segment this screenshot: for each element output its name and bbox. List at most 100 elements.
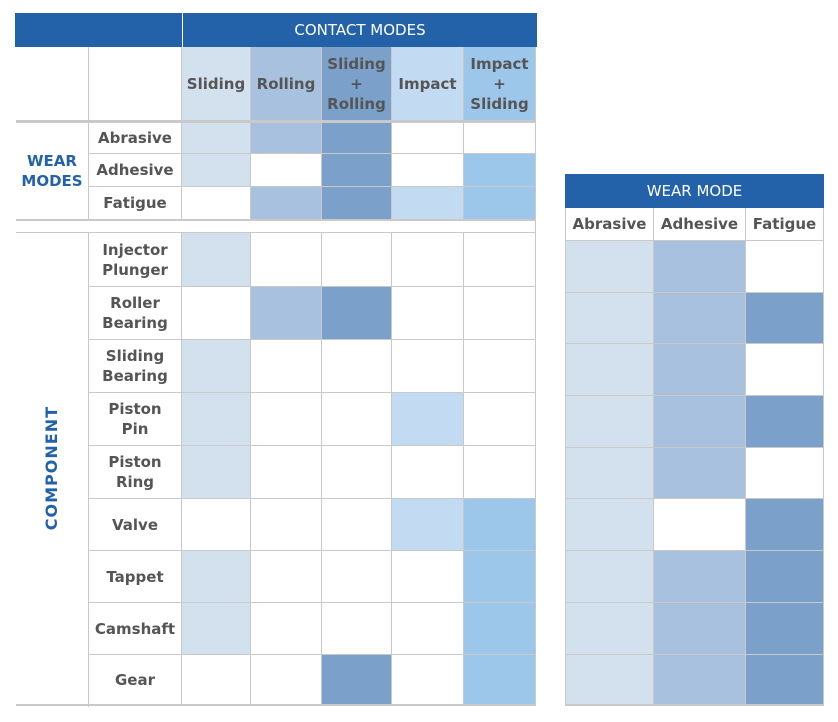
matrix-cell — [182, 499, 251, 551]
matrix-cell — [182, 340, 251, 393]
wear-modes-label: WEAR MODES — [21, 152, 83, 190]
matrix-cell — [464, 121, 536, 154]
matrix-cell — [182, 233, 251, 287]
matrix-cell — [464, 287, 536, 340]
row-label-component: Roller Bearing — [89, 287, 182, 340]
wear-mode-name: Fatigue — [103, 194, 167, 212]
column-header-label: Adhesive — [660, 215, 739, 233]
column-header-wear-mode: Fatigue — [746, 208, 824, 241]
matrix-cell — [392, 655, 464, 706]
matrix-cell — [182, 551, 251, 603]
component-name: Piston Pin — [108, 400, 162, 438]
component-label: COMPONENT — [42, 406, 61, 531]
wear-mode-name: Abrasive — [98, 129, 172, 147]
matrix-cell — [565, 241, 654, 293]
matrix-cell — [322, 121, 392, 154]
matrix-cell — [746, 499, 824, 551]
wear-mode-title: WEAR MODE — [646, 182, 743, 200]
matrix-cell — [322, 287, 392, 340]
matrix-cell — [251, 655, 322, 706]
matrix-cell — [464, 154, 536, 187]
matrix-cell — [182, 154, 251, 187]
matrix-cell — [464, 551, 536, 603]
component-section-label: COMPONENT — [16, 233, 88, 706]
matrix-cell — [565, 344, 654, 396]
matrix-cell — [464, 446, 536, 499]
left-header-blank — [15, 13, 182, 47]
spacer-row — [16, 220, 536, 233]
matrix-cell — [182, 121, 251, 154]
column-header-label: Rolling — [256, 74, 316, 93]
matrix-cell — [746, 241, 824, 293]
matrix-cell — [565, 603, 654, 655]
matrix-cell — [251, 187, 322, 220]
matrix-cell — [746, 293, 824, 344]
row-label-wear-mode: Fatigue — [89, 187, 182, 220]
matrix-cell — [182, 655, 251, 706]
column-header-label: Impact + Sliding — [470, 54, 529, 113]
matrix-cell — [654, 655, 746, 706]
component-name: Valve — [111, 515, 158, 534]
matrix-cell — [464, 187, 536, 220]
matrix-cell — [565, 448, 654, 499]
column-header-contact-mode: Impact — [392, 47, 464, 121]
matrix-cell — [392, 393, 464, 446]
matrix-cell — [464, 499, 536, 551]
wear-mode-name: Adhesive — [96, 161, 174, 179]
matrix-cell — [251, 340, 322, 393]
matrix-cell — [182, 187, 251, 220]
component-name: Piston Ring — [108, 453, 162, 491]
matrix-cell — [322, 154, 392, 187]
wear-mode-header: WEAR MODE — [565, 174, 824, 208]
matrix-cell — [251, 446, 322, 499]
matrix-cell — [464, 233, 536, 287]
column-header-wear-mode: Adhesive — [654, 208, 746, 241]
matrix-cell — [565, 551, 654, 603]
row-label-wear-mode: Abrasive — [89, 121, 182, 154]
matrix-cell — [322, 499, 392, 551]
matrix-cell — [322, 233, 392, 287]
matrix-cell — [322, 446, 392, 499]
matrix-cell — [654, 551, 746, 603]
corner-cell — [89, 47, 182, 121]
matrix-cell — [251, 551, 322, 603]
wear-modes-section-label: WEAR MODES — [16, 121, 88, 220]
contact-modes-header: CONTACT MODES — [183, 13, 537, 47]
matrix-cell — [251, 121, 322, 154]
matrix-cell — [322, 393, 392, 446]
matrix-cell — [654, 293, 746, 344]
matrix-cell — [746, 396, 824, 448]
matrix-cell — [322, 551, 392, 603]
matrix-cell — [565, 499, 654, 551]
matrix-cell — [464, 655, 536, 706]
matrix-cell — [322, 340, 392, 393]
row-label-component: Valve — [89, 499, 182, 551]
column-header-label: Sliding — [186, 74, 246, 93]
column-header-contact-mode: Impact + Sliding — [464, 47, 536, 121]
row-label-wear-mode: Adhesive — [89, 154, 182, 187]
matrix-cell — [654, 396, 746, 448]
matrix-cell — [182, 287, 251, 340]
matrix-cell — [322, 603, 392, 655]
column-header-contact-mode: Sliding + Rolling — [322, 47, 392, 121]
column-header-label: Sliding + Rolling — [327, 54, 386, 113]
component-name: Tappet — [106, 567, 164, 586]
matrix-cell — [322, 655, 392, 706]
matrix-cell — [746, 551, 824, 603]
matrix-cell — [565, 396, 654, 448]
matrix-cell — [565, 655, 654, 706]
divider — [88, 47, 89, 707]
row-label-component: Sliding Bearing — [89, 340, 182, 393]
row-label-component: Tappet — [89, 551, 182, 603]
matrix-cell — [746, 603, 824, 655]
column-header-label: Impact — [398, 74, 457, 93]
matrix-cell — [746, 655, 824, 706]
matrix-cell — [565, 293, 654, 344]
matrix-cell — [464, 603, 536, 655]
row-label-component: Injector Plunger — [89, 233, 182, 287]
matrix-cell — [392, 499, 464, 551]
matrix-cell — [392, 233, 464, 287]
matrix-cell — [654, 344, 746, 396]
matrix-cell — [746, 448, 824, 499]
matrix-cell — [251, 393, 322, 446]
